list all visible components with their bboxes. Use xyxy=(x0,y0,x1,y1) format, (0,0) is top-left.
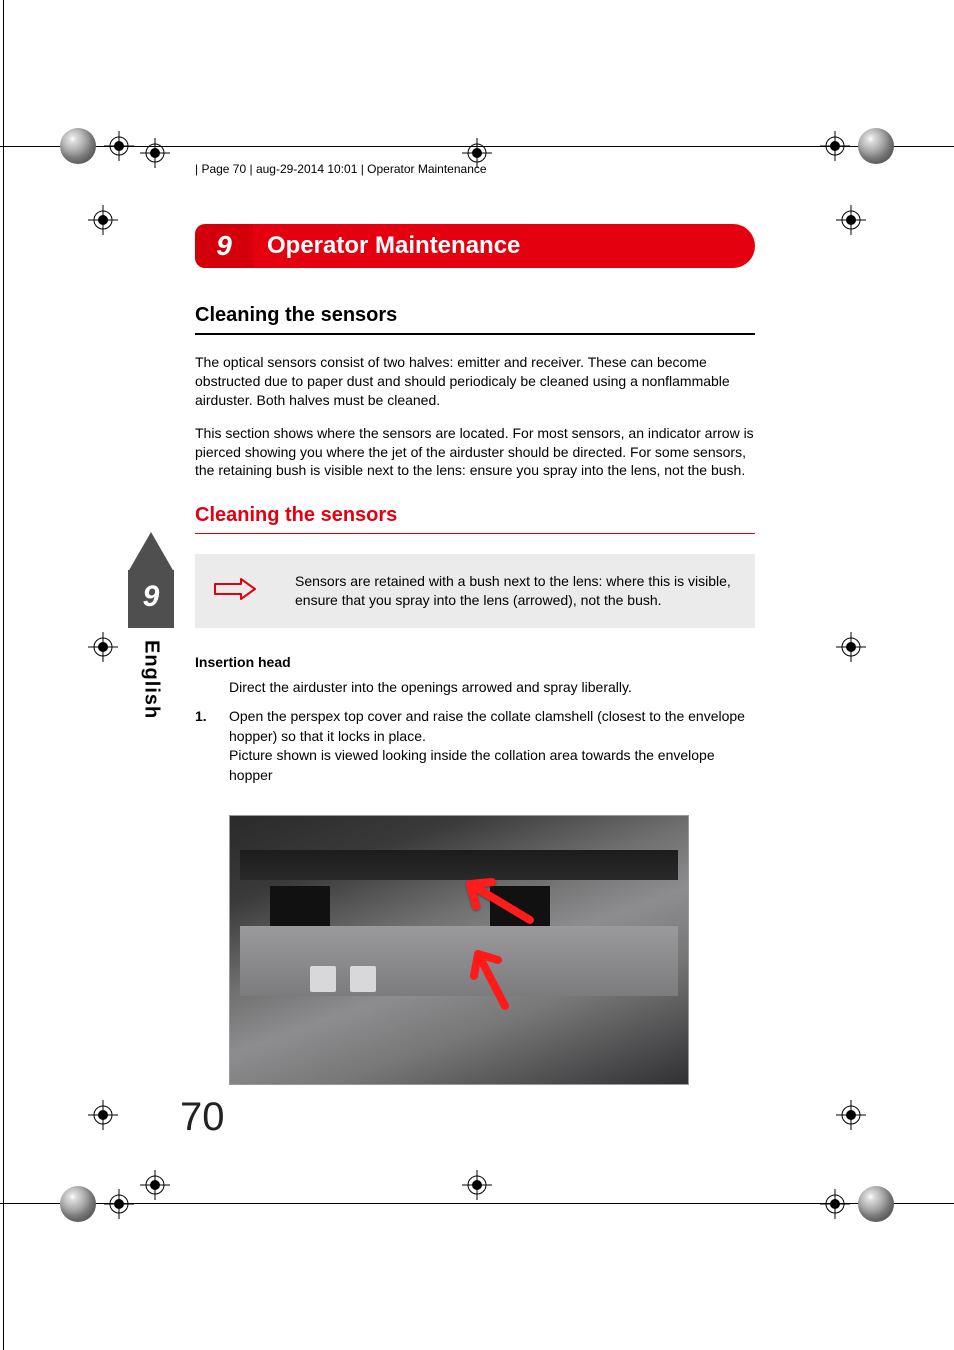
register-mark-bottom-right xyxy=(820,1186,894,1222)
step-text: Open the perspex top cover and raise the… xyxy=(229,707,755,785)
intro-paragraph: Direct the airduster into the openings a… xyxy=(229,678,755,697)
page: | Page 70 | aug-29-2014 10:01 | Operator… xyxy=(0,0,954,1350)
register-mark-top-center-left xyxy=(140,138,170,168)
crop-rule-left xyxy=(3,0,4,1350)
chapter-title: Operator Maintenance xyxy=(253,224,755,268)
body-paragraph: The optical sensors consist of two halve… xyxy=(195,353,755,410)
subheading: Insertion head xyxy=(195,654,755,670)
tab-number: 9 xyxy=(128,570,174,628)
register-mark-top-left xyxy=(60,128,134,164)
chapter-number: 9 xyxy=(195,224,253,268)
step-number: 1. xyxy=(195,707,229,785)
figure-image xyxy=(229,815,689,1085)
tab-language: English xyxy=(140,640,163,719)
register-mark-bottom-center xyxy=(462,1170,492,1200)
register-mark-upper-left xyxy=(88,205,118,235)
register-mark-mid-right xyxy=(836,632,866,662)
page-number: 70 xyxy=(180,1095,225,1140)
indicator-arrow-icon xyxy=(440,870,540,930)
content-column: 9 Operator Maintenance Cleaning the sens… xyxy=(195,224,755,1085)
figure xyxy=(229,815,689,1085)
note-box: Sensors are retained with a bush next to… xyxy=(195,554,755,628)
section-heading: Cleaning the sensors xyxy=(195,304,755,335)
subsection-heading: Cleaning the sensors xyxy=(195,504,755,534)
crop-rule-bottom xyxy=(0,1203,954,1204)
register-mark-bottom-left xyxy=(60,1186,134,1222)
tab-chevron-icon xyxy=(128,532,174,572)
register-mark-upper-right xyxy=(836,205,866,235)
register-mark-top-right xyxy=(820,128,894,164)
register-mark-lower-left xyxy=(88,1100,118,1130)
steps-list: 1. Open the perspex top cover and raise … xyxy=(195,707,755,785)
running-header: | Page 70 | aug-29-2014 10:01 | Operator… xyxy=(195,162,487,176)
register-mark-lower-right xyxy=(836,1100,866,1130)
register-mark-bottom-center-left xyxy=(140,1170,170,1200)
body-paragraph: This section shows where the sensors are… xyxy=(195,424,755,481)
step-item: 1. Open the perspex top cover and raise … xyxy=(195,707,755,785)
register-mark-mid-left xyxy=(88,632,118,662)
note-arrow-icon xyxy=(213,577,257,606)
chapter-tab: 9 English xyxy=(128,532,174,719)
chapter-heading-bar: 9 Operator Maintenance xyxy=(195,224,755,268)
indicator-arrow-icon xyxy=(450,936,530,1016)
note-text: Sensors are retained with a bush next to… xyxy=(295,572,737,610)
